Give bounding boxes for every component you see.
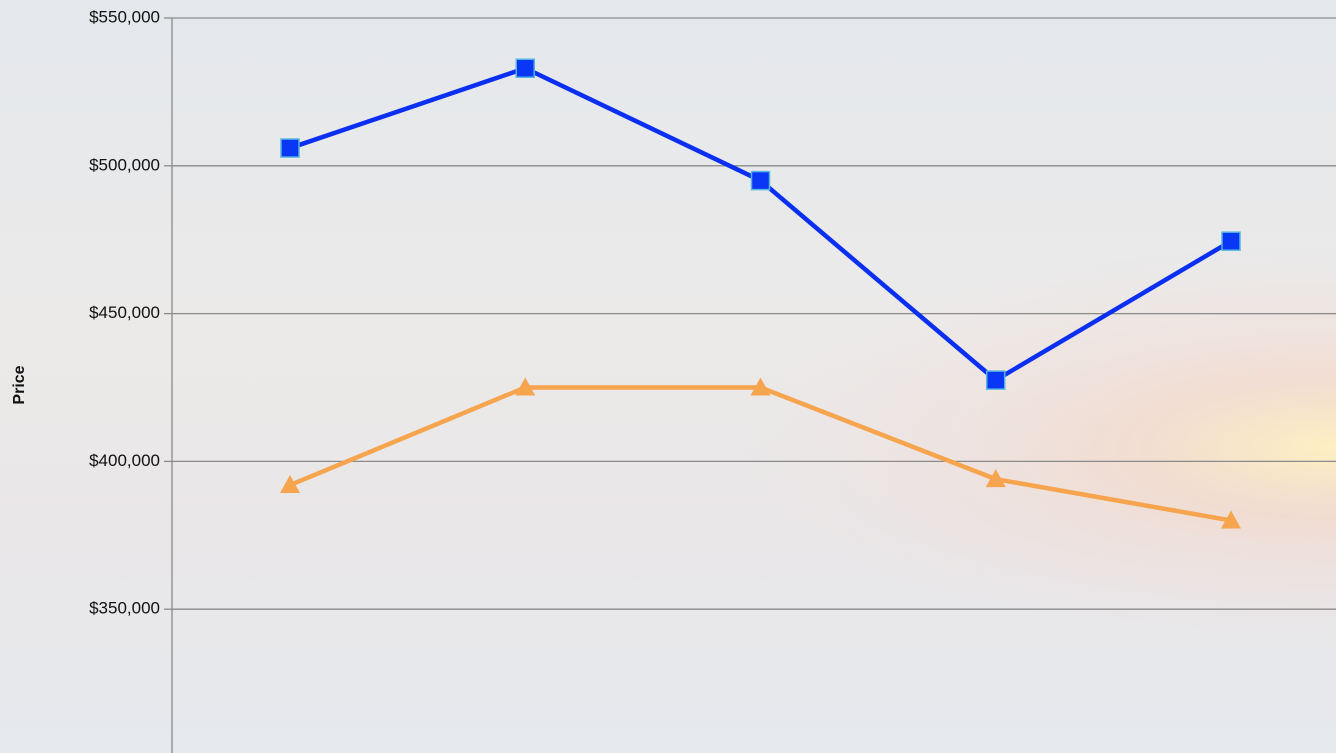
marker-triangle — [280, 475, 300, 494]
y-tick-label: $400,000 — [89, 451, 160, 470]
y-tick-label: $500,000 — [89, 155, 160, 174]
marker-triangle — [1221, 510, 1241, 529]
y-tick-label: $450,000 — [89, 303, 160, 322]
marker-square — [1221, 231, 1241, 251]
marker-square — [986, 370, 1006, 390]
marker-triangle — [750, 377, 771, 396]
marker-triangle — [515, 377, 536, 396]
marker-square — [280, 138, 300, 158]
marker-triangle — [985, 469, 1006, 488]
y-tick-label: $350,000 — [89, 599, 160, 618]
y-tick-label: $550,000 — [89, 7, 160, 26]
marker-square — [515, 58, 535, 79]
y-axis-label: Price — [11, 365, 28, 404]
marker-square — [750, 170, 771, 191]
